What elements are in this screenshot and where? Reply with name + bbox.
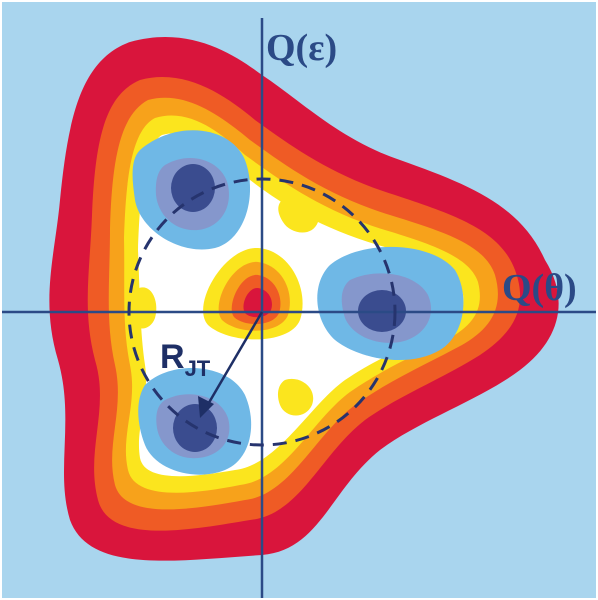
patch-yellow-left	[128, 287, 157, 329]
dashed-circle	[127, 177, 397, 447]
patch-yellow-bottom	[277, 378, 314, 416]
patch-yellow-top	[278, 193, 319, 233]
horizontal-axis-label: Q(θ)	[502, 267, 577, 309]
radius-arrow-line	[205, 311, 264, 407]
arrow-icon	[198, 396, 214, 418]
vertical-axis-label: Q(ε)	[266, 27, 337, 69]
center-red	[243, 287, 272, 318]
radius-label-main: R	[160, 338, 185, 376]
minimum-upper-left-dark	[171, 164, 215, 212]
radius-label: RJT	[160, 338, 211, 381]
radius-label-subscript: JT	[185, 356, 211, 381]
